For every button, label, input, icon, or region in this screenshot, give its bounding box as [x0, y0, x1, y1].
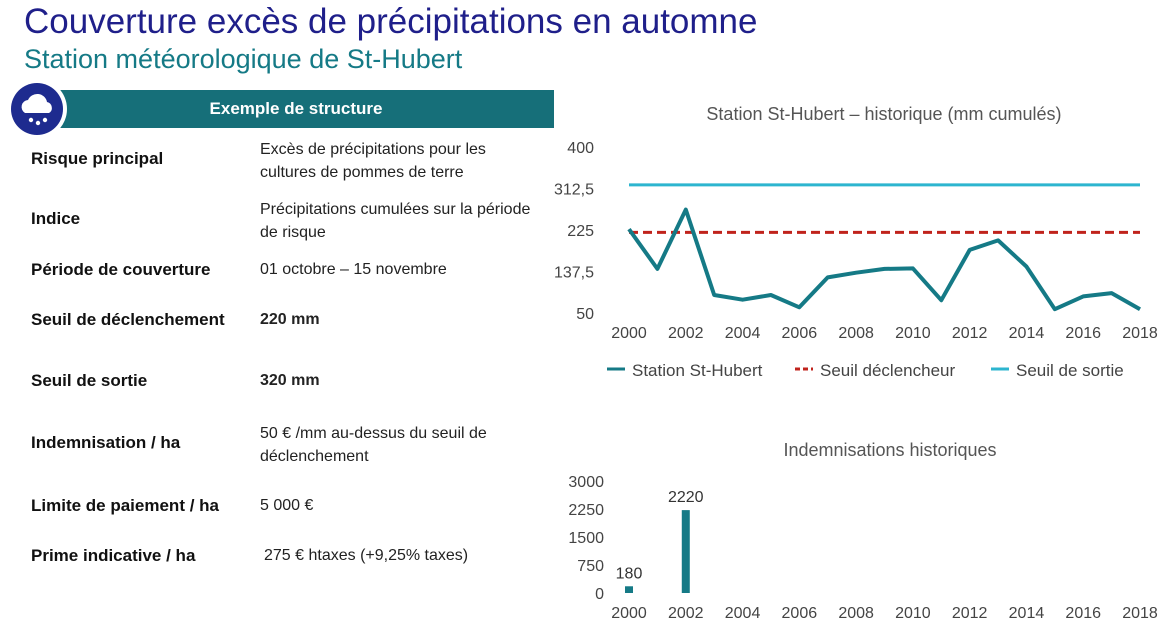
row-value-risque: Excès de précipitations pour les culture… [260, 141, 486, 181]
x-tick-label: 2012 [952, 605, 988, 622]
series-line-station [627, 207, 1141, 312]
x-tick-label: 2010 [895, 325, 931, 342]
y-tick-label: 50 [576, 306, 594, 323]
row-label-prime: Prime indicative / ha [31, 546, 196, 565]
row-label-limite: Limite de paiement / ha [31, 496, 219, 515]
x-tick-label: 2000 [611, 605, 647, 622]
row-label-indemnisation: Indemnisation / ha [31, 433, 181, 452]
bar-data-label: 2220 [668, 489, 704, 506]
x-tick-label: 2010 [895, 605, 931, 622]
x-tick-label: 2018 [1122, 325, 1158, 342]
y-tick-label: 1500 [568, 530, 604, 547]
row-label-indice: Indice [31, 209, 81, 228]
y-tick-label: 3000 [568, 474, 604, 491]
rain-cloud-icon [21, 93, 52, 126]
x-tick-label: 2008 [838, 605, 874, 622]
y-tick-label: 225 [567, 223, 594, 240]
row-value-seuil-declenchement: 220 mm [260, 311, 320, 328]
bar-chart: Indemnisations historiques 0 750 1500 2250 3… [568, 440, 1158, 622]
bar-chart-title: Indemnisations historiques [783, 440, 996, 460]
x-tick-label: 2014 [1009, 325, 1045, 342]
row-value-periode: 01 octobre – 15 novembre [260, 261, 447, 278]
row-label-seuil-sortie: Seuil de sortie [31, 371, 148, 390]
legend-label: Seuil déclencheur [820, 361, 955, 380]
x-tick-label: 2002 [668, 605, 704, 622]
banner-label: Exemple de structure [209, 99, 383, 118]
row-value-indemnisation: 50 € /mm au-dessus du seuil de déclenche… [260, 425, 487, 465]
line-chart-title: Station St-Hubert – historique (mm cumul… [706, 104, 1061, 124]
bar [681, 510, 690, 593]
x-tick-label: 2006 [782, 325, 818, 342]
x-tick-label: 2002 [668, 325, 704, 342]
x-tick-label: 2012 [952, 325, 988, 342]
badge-inner [11, 83, 63, 135]
x-tick-label: 2006 [782, 605, 818, 622]
x-tick-label: 2004 [725, 605, 761, 622]
line-chart: Station St-Hubert – historique (mm cumul… [554, 104, 1158, 380]
row-value-prime: 275 € htaxes (+9,25% taxes) [264, 547, 469, 564]
legend-label: Station St-Hubert [632, 361, 763, 380]
page-subtitle: Station météorologique de St-Hubert [24, 44, 463, 74]
legend-label: Seuil de sortie [1016, 361, 1124, 380]
row-value-seuil-sortie: 320 mm [260, 372, 320, 389]
bar-data-label: 180 [616, 565, 643, 582]
y-tick-label: 2250 [568, 502, 604, 519]
x-tick-label: 2008 [838, 325, 874, 342]
x-tick-label: 2018 [1122, 605, 1158, 622]
x-tick-label: 2014 [1009, 605, 1045, 622]
y-tick-label: 750 [577, 558, 604, 575]
y-tick-label: 137,5 [554, 265, 594, 282]
row-value-limite: 5 000 € [260, 497, 314, 514]
structure-banner: Exemple de structure [38, 90, 554, 128]
x-tick-label: 2000 [611, 325, 647, 342]
x-tick-label: 2016 [1065, 325, 1101, 342]
page-title: Couverture excès de précipitations en au… [24, 2, 758, 41]
row-label-risque: Risque principal [31, 149, 164, 168]
row-value-indice: Précipitations cumulées sur la période d… [260, 201, 531, 241]
x-tick-label: 2004 [725, 325, 761, 342]
bar [625, 586, 633, 593]
y-tick-label: 312,5 [554, 182, 594, 199]
rain-badge [7, 79, 67, 139]
y-tick-label: 0 [595, 586, 604, 603]
y-tick-label: 400 [567, 140, 594, 157]
row-label-seuil-declenchement: Seuil de déclenchement [31, 310, 225, 329]
x-tick-label: 2016 [1065, 605, 1101, 622]
row-label-periode: Période de couverture [31, 260, 211, 279]
